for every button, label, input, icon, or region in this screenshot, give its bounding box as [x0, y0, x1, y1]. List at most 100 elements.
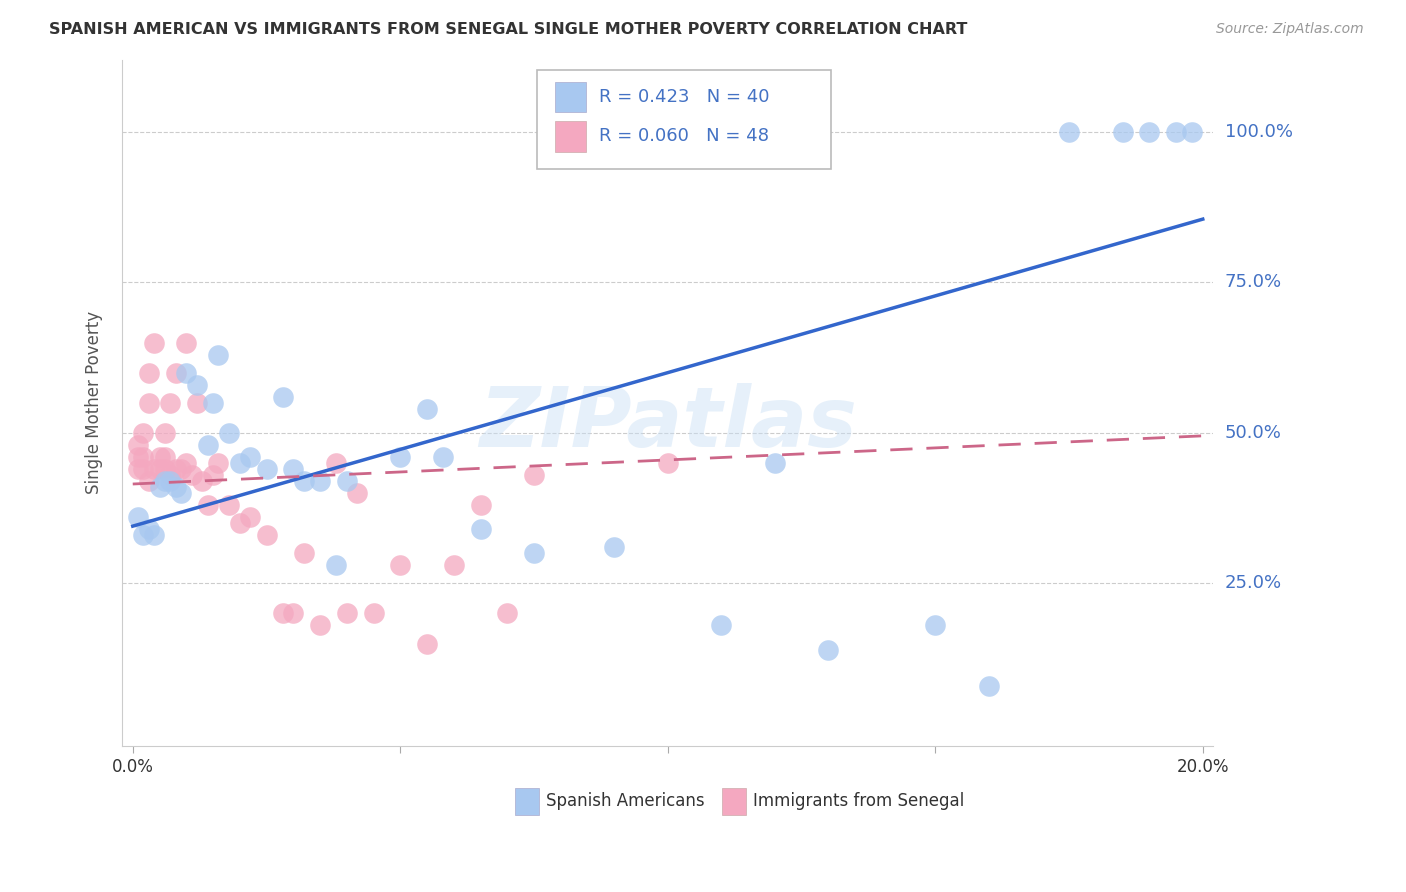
Point	[710, 618, 733, 632]
Text: ZIPatlas: ZIPatlas	[479, 383, 856, 464]
Point	[283, 607, 305, 621]
Point	[127, 450, 149, 464]
Point	[201, 467, 224, 482]
Point	[153, 425, 176, 440]
Point	[186, 396, 208, 410]
Point	[1137, 125, 1160, 139]
Point	[153, 462, 176, 476]
Point	[271, 390, 294, 404]
Point	[363, 607, 385, 621]
Point	[239, 450, 262, 464]
FancyBboxPatch shape	[723, 789, 747, 814]
Text: 75.0%: 75.0%	[1225, 273, 1282, 292]
Point	[132, 450, 155, 464]
Point	[416, 401, 439, 416]
Point	[165, 366, 187, 380]
Point	[138, 474, 160, 488]
Text: R = 0.060   N = 48: R = 0.060 N = 48	[599, 128, 769, 145]
Point	[143, 335, 166, 350]
Text: Source: ZipAtlas.com: Source: ZipAtlas.com	[1216, 22, 1364, 37]
Text: 100.0%: 100.0%	[1225, 123, 1292, 141]
Text: Spanish Americans: Spanish Americans	[546, 792, 704, 811]
Point	[127, 462, 149, 476]
Point	[346, 486, 368, 500]
Point	[207, 456, 229, 470]
Point	[165, 480, 187, 494]
Point	[229, 516, 252, 530]
Point	[389, 450, 412, 464]
Point	[1057, 125, 1080, 139]
Y-axis label: Single Mother Poverty: Single Mother Poverty	[86, 311, 103, 494]
Point	[292, 546, 315, 560]
Point	[148, 462, 170, 476]
FancyBboxPatch shape	[515, 789, 538, 814]
Point	[336, 607, 359, 621]
Point	[817, 642, 839, 657]
Point	[159, 396, 181, 410]
Point	[132, 462, 155, 476]
Point	[132, 425, 155, 440]
Point	[148, 450, 170, 464]
FancyBboxPatch shape	[555, 81, 586, 112]
Text: R = 0.423   N = 40: R = 0.423 N = 40	[599, 88, 769, 106]
Point	[153, 474, 176, 488]
Point	[186, 377, 208, 392]
Point	[174, 456, 197, 470]
Text: SPANISH AMERICAN VS IMMIGRANTS FROM SENEGAL SINGLE MOTHER POVERTY CORRELATION CH: SPANISH AMERICAN VS IMMIGRANTS FROM SENE…	[49, 22, 967, 37]
Point	[309, 474, 332, 488]
Point	[309, 618, 332, 632]
Point	[256, 528, 278, 542]
Point	[132, 528, 155, 542]
Point	[1111, 125, 1133, 139]
Point	[523, 546, 546, 560]
Point	[470, 522, 492, 536]
Text: Immigrants from Senegal: Immigrants from Senegal	[752, 792, 965, 811]
Point	[325, 558, 347, 573]
Point	[1164, 125, 1187, 139]
Point	[283, 462, 305, 476]
Point	[138, 396, 160, 410]
Point	[127, 438, 149, 452]
Point	[174, 335, 197, 350]
Point	[496, 607, 519, 621]
Point	[239, 510, 262, 524]
Point	[170, 462, 193, 476]
FancyBboxPatch shape	[555, 120, 586, 152]
Point	[271, 607, 294, 621]
Point	[977, 679, 1000, 693]
Point	[159, 467, 181, 482]
FancyBboxPatch shape	[537, 70, 831, 169]
Point	[336, 474, 359, 488]
Point	[174, 366, 197, 380]
Point	[165, 462, 187, 476]
Point	[207, 348, 229, 362]
Point	[201, 396, 224, 410]
Point	[603, 540, 626, 554]
Point	[218, 425, 240, 440]
Point	[138, 366, 160, 380]
Point	[127, 510, 149, 524]
Point	[229, 456, 252, 470]
Point	[1181, 125, 1204, 139]
Point	[148, 480, 170, 494]
Point	[170, 486, 193, 500]
Point	[153, 450, 176, 464]
Point	[180, 467, 202, 482]
Point	[443, 558, 465, 573]
Point	[523, 467, 546, 482]
Point	[218, 498, 240, 512]
Point	[389, 558, 412, 573]
Point	[432, 450, 454, 464]
Text: 50.0%: 50.0%	[1225, 424, 1281, 442]
Point	[197, 438, 219, 452]
Point	[191, 474, 214, 488]
Point	[197, 498, 219, 512]
Point	[138, 522, 160, 536]
Point	[143, 528, 166, 542]
Point	[763, 456, 786, 470]
Text: 25.0%: 25.0%	[1225, 574, 1282, 592]
Point	[416, 636, 439, 650]
Point	[470, 498, 492, 512]
Point	[256, 462, 278, 476]
Point	[159, 474, 181, 488]
